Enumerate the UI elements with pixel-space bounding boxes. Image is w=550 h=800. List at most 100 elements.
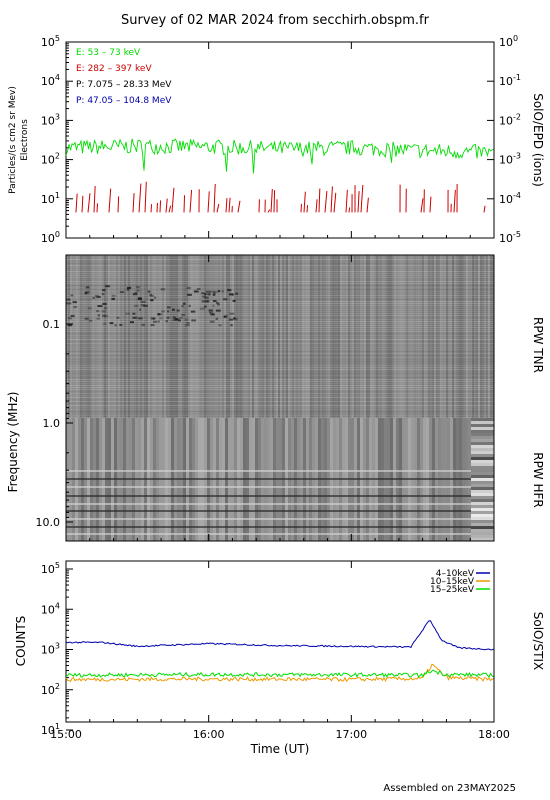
tnr-column [414, 255, 416, 418]
emission-pixel [183, 302, 186, 305]
hfr-cal-block [471, 514, 494, 517]
tnr-row [66, 329, 494, 330]
emission-pixel [206, 300, 210, 303]
emission-pixel [97, 314, 101, 317]
tnr-column [378, 255, 380, 418]
tnr-column [288, 255, 290, 418]
tnr-column [108, 255, 110, 418]
series-e-53-73-line [65, 138, 494, 174]
legend-entry-e-282-397: E: 282 – 397 keV [76, 64, 152, 74]
time-axis: 15:00 16:00 17:00 18:00 [50, 42, 510, 741]
series-e-282-397-spike [453, 189, 456, 213]
hfr-band [66, 503, 471, 505]
tnr-column [420, 255, 422, 418]
tnr-column [380, 255, 382, 418]
stix-series-line [65, 620, 494, 651]
hfr-band [66, 486, 471, 488]
emission-pixel [217, 290, 221, 293]
tnr-row [66, 397, 494, 398]
tnr-column [348, 255, 350, 418]
legend-entry-4-10kev: 4–10keV [436, 569, 475, 579]
tnr-column [410, 255, 412, 418]
tnr-column [282, 255, 284, 418]
tnr-row [66, 403, 494, 404]
emission-pixel [150, 317, 154, 320]
hfr-cal-block [471, 478, 494, 481]
tnr-column [432, 255, 434, 418]
tnr-column [142, 255, 144, 418]
tnr-column [466, 255, 468, 418]
emission-pixel [102, 303, 107, 306]
tnr-column [424, 255, 426, 418]
tnr-column [164, 255, 166, 418]
emission-pixel [229, 318, 234, 321]
tnr-column [194, 255, 196, 418]
tnr-row [66, 307, 494, 308]
tnr-column [396, 255, 398, 418]
series-e-282-397-spike [357, 191, 360, 213]
tnr-column [358, 255, 360, 418]
emission-pixel [94, 294, 99, 297]
tnr-column [408, 255, 410, 418]
emission-pixel [209, 320, 215, 323]
emission-pixel [166, 316, 170, 319]
tnr-column [184, 255, 186, 418]
emission-pixel [209, 290, 215, 293]
tnr-column [88, 255, 90, 418]
tnr-row [66, 409, 494, 410]
tnr-column [462, 255, 464, 418]
tnr-row [66, 367, 494, 368]
series-e-282-397-spike [117, 196, 120, 213]
epd-right-label: SolO/EPD (ions) [531, 93, 545, 187]
tnr-row [66, 309, 494, 310]
tnr-row [66, 267, 494, 268]
emission-pixel [152, 320, 157, 323]
rpw-tick-label: 1.0 [43, 417, 61, 430]
emission-pixel [223, 314, 228, 317]
tnr-column [356, 255, 358, 418]
series-e-282-397-spike [87, 193, 91, 213]
tnr-column [168, 255, 170, 418]
tnr-row [66, 333, 494, 334]
series-e-282-397-spike [366, 197, 369, 213]
tnr-column [302, 255, 304, 418]
tnr-column [470, 255, 472, 418]
tnr-column [290, 255, 292, 418]
tick-label: 102 [41, 152, 60, 167]
tnr-column [386, 255, 388, 418]
emission-pixel [176, 309, 180, 312]
emission-pixel [147, 290, 151, 293]
hfr-cal-block [471, 502, 494, 505]
tnr-column [200, 255, 202, 418]
emission-pixel [233, 318, 238, 321]
series-e-282-397-spike [270, 188, 273, 213]
hfr-cal-block [471, 523, 494, 526]
series-e-282-397-spike [273, 190, 276, 213]
emission-pixel [205, 290, 211, 293]
emission-pixel [229, 293, 234, 296]
tnr-row [66, 279, 494, 280]
tnr-row [66, 375, 494, 376]
legend-entry-15-25kev: 15–25keV [430, 585, 475, 595]
tnr-column [202, 255, 204, 418]
tnr-column [310, 255, 312, 418]
emission-pixel [111, 294, 116, 297]
series-e-282-397-spike [429, 196, 432, 213]
tnr-column [332, 255, 334, 418]
emission-pixel [172, 318, 178, 321]
tnr-row [66, 293, 494, 294]
tnr-column [132, 255, 134, 418]
tick-label: 100 [41, 230, 60, 245]
tnr-row [66, 385, 494, 386]
tnr-column [178, 255, 180, 418]
tnr-row [66, 325, 494, 326]
hfr-cal-block [471, 430, 494, 433]
tnr-row [66, 299, 494, 300]
tnr-column [230, 255, 232, 418]
hfr-band [66, 526, 471, 528]
series-e-282-397-spike [189, 189, 193, 213]
emission-pixel [186, 293, 192, 296]
tnr-row [66, 363, 494, 364]
tnr-column [450, 255, 452, 418]
tnr-row [66, 275, 494, 276]
